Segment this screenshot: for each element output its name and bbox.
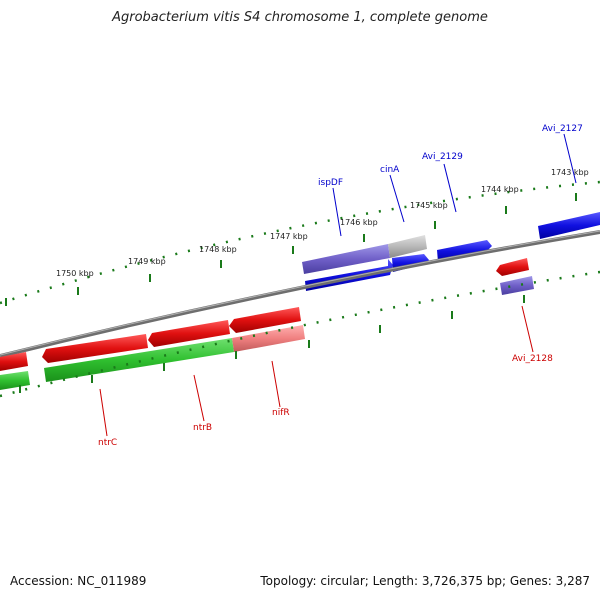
map-title: Agrobacterium vitis S4 chromosome 1, com… bbox=[112, 10, 488, 25]
gene-label: ntrB bbox=[193, 423, 212, 433]
callout-lines bbox=[99, 133, 577, 437]
scale-label: 1745 kbp bbox=[410, 201, 448, 210]
gene-arrow[interactable] bbox=[538, 212, 600, 239]
genome-backbone bbox=[0, 230, 600, 358]
scale-label: 1748 kbp bbox=[199, 245, 237, 254]
gene-label: cinA bbox=[380, 165, 400, 175]
gene-label: ntrC bbox=[98, 438, 117, 448]
gene-label: ispDF bbox=[318, 178, 343, 188]
scale-label: 1750 kbp bbox=[56, 269, 94, 278]
gene-arrow[interactable] bbox=[0, 352, 28, 371]
scale-label: 1744 kbp bbox=[481, 185, 519, 194]
gene-arrow[interactable] bbox=[496, 258, 529, 276]
topology-text: Topology: circular; Length: 3,726,375 bp… bbox=[260, 574, 590, 588]
scale-label: 1749 kbp bbox=[128, 257, 166, 266]
gc-block bbox=[500, 276, 534, 295]
gene-arrow[interactable] bbox=[148, 320, 230, 347]
gene-arrow[interactable] bbox=[229, 307, 301, 333]
gene-label: Avi_2128 bbox=[512, 354, 553, 364]
gc-block bbox=[388, 235, 427, 258]
accession-text: Accession: NC_011989 bbox=[10, 574, 147, 588]
gene-label: Avi_2127 bbox=[542, 124, 583, 134]
outer-major-ticks bbox=[5, 193, 577, 306]
gene-label: Avi_2129 bbox=[422, 152, 463, 162]
gc-block bbox=[0, 371, 30, 390]
inner-major-ticks bbox=[19, 295, 525, 393]
gene-arrow[interactable] bbox=[42, 334, 148, 363]
scale-label: 1746 kbp bbox=[340, 218, 378, 227]
scale-label: 1747 kbp bbox=[270, 232, 308, 241]
gc-block bbox=[302, 244, 390, 274]
gc-block bbox=[44, 338, 234, 382]
gc-block bbox=[232, 325, 305, 352]
scale-label: 1743 kbp bbox=[551, 168, 589, 177]
gene-label: nifR bbox=[272, 408, 290, 418]
